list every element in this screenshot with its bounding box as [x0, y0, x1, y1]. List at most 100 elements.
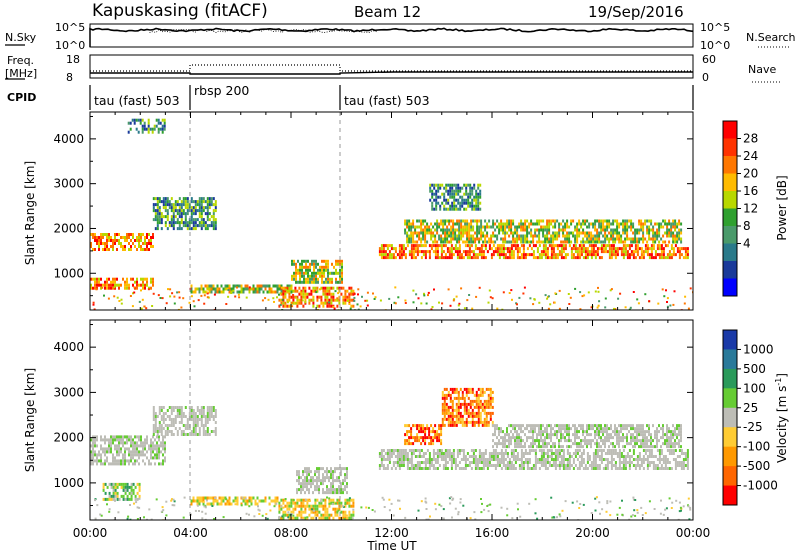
velocity-cell	[206, 406, 209, 409]
power-cell	[552, 256, 555, 260]
power-cell	[562, 231, 565, 235]
velocity-cell	[522, 452, 525, 455]
power-cell	[402, 250, 405, 254]
power-cell	[616, 234, 619, 238]
power-cell	[536, 234, 539, 238]
power-speckle	[558, 307, 561, 310]
velocity-cell	[406, 464, 409, 467]
velocity-cell	[248, 499, 251, 503]
power-cell	[458, 231, 461, 235]
velocity-cell	[406, 442, 409, 446]
velocity-cell	[518, 433, 520, 437]
power-cell	[526, 231, 529, 235]
velocity-cell	[467, 387, 470, 391]
velocity-cell	[622, 458, 625, 461]
power-cell	[470, 222, 473, 226]
velocity-cell	[453, 420, 456, 424]
power-cell	[453, 204, 456, 208]
power-cell	[664, 240, 667, 244]
velocity-cell	[134, 459, 136, 463]
velocity-cell	[316, 470, 318, 474]
power-cell	[92, 248, 94, 251]
velocity-cell	[484, 458, 487, 461]
power-cell	[608, 253, 611, 257]
power-cell	[194, 206, 197, 210]
power-cell	[218, 290, 221, 294]
velocity-cell	[410, 442, 413, 446]
velocity-cell	[324, 470, 326, 474]
power-cell	[152, 197, 155, 201]
power-cell	[472, 250, 475, 254]
velocity-cell	[90, 462, 92, 466]
velocity-cell	[308, 513, 311, 517]
velocity-cell	[504, 464, 507, 467]
velocity-cell	[338, 476, 340, 480]
velocity-cell	[102, 450, 104, 454]
power-cell	[524, 225, 527, 229]
velocity-cell	[514, 445, 516, 449]
velocity-cell	[552, 461, 555, 464]
power-cell	[210, 224, 213, 228]
velocity-cell	[138, 494, 141, 498]
power-cell	[410, 228, 413, 232]
power-cell	[280, 290, 283, 294]
velocity-cell	[482, 464, 485, 467]
velocity-cell	[202, 502, 205, 506]
velocity-cell	[178, 409, 181, 412]
power-speckle	[463, 307, 466, 310]
velocity-cell	[90, 438, 92, 442]
velocity-cell	[126, 482, 129, 486]
power-cell	[450, 219, 453, 223]
velocity-cell	[90, 456, 92, 460]
power-cell	[434, 247, 437, 251]
power-cell	[459, 207, 462, 211]
velocity-cell	[479, 417, 482, 421]
power-speckle	[95, 288, 98, 291]
power-cell	[634, 247, 637, 251]
power-cell	[344, 292, 347, 296]
velocity-cell	[518, 458, 521, 461]
power-cell	[158, 218, 161, 222]
velocity-cell	[166, 424, 169, 427]
power-speckle	[173, 302, 176, 305]
power-cell	[451, 201, 454, 205]
velocity-cell	[443, 387, 446, 391]
velocity-cell	[459, 405, 462, 409]
power-cell	[159, 127, 162, 131]
power-cell	[98, 277, 100, 281]
power-cell	[554, 225, 557, 229]
power-cell	[150, 239, 152, 242]
velocity-cell	[104, 482, 107, 486]
power-cell	[670, 231, 673, 235]
velocity-cell	[556, 452, 559, 455]
power-speckle	[107, 297, 110, 300]
power-cell	[384, 256, 387, 260]
power-cell	[444, 219, 447, 223]
power-cell	[654, 231, 657, 235]
power-cell	[478, 240, 481, 244]
power-cell	[590, 240, 593, 244]
velocity-cell	[200, 412, 203, 415]
power-cell	[442, 240, 445, 244]
power-cell	[566, 240, 569, 244]
velocity-cell	[418, 455, 421, 458]
velocity-cell	[408, 442, 411, 446]
velocity-cell	[436, 436, 439, 440]
velocity-cell	[112, 488, 115, 492]
velocity-cell	[680, 467, 683, 470]
power-cell	[326, 286, 329, 290]
power-cell	[632, 225, 635, 229]
velocity-cell	[326, 488, 328, 492]
power-cell	[546, 237, 549, 241]
power-cell	[624, 253, 627, 257]
power-cell	[420, 250, 423, 254]
velocity-cell	[610, 455, 613, 458]
power-cell	[430, 247, 433, 251]
power-cell	[522, 253, 525, 257]
velocity-cell	[562, 455, 565, 458]
power-cell	[463, 183, 466, 187]
power-cell	[636, 253, 639, 257]
power-speckle	[289, 296, 292, 299]
velocity-cell	[170, 430, 173, 433]
power-cell	[452, 237, 455, 241]
